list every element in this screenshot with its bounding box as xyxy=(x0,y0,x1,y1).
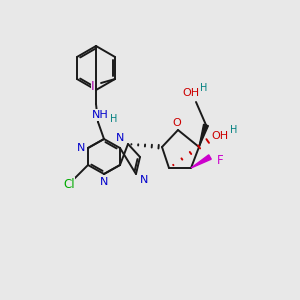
Text: OH: OH xyxy=(182,88,200,98)
Text: O: O xyxy=(172,118,182,128)
Text: N: N xyxy=(77,143,85,153)
Text: N: N xyxy=(140,175,148,185)
Text: H: H xyxy=(230,125,238,135)
Text: F: F xyxy=(217,154,223,167)
Text: H: H xyxy=(200,83,208,93)
Text: OH: OH xyxy=(212,131,229,141)
Text: NH: NH xyxy=(92,110,108,120)
Text: Cl: Cl xyxy=(63,178,75,190)
Text: N: N xyxy=(116,133,124,143)
Polygon shape xyxy=(199,124,208,147)
Text: I: I xyxy=(91,80,95,92)
Polygon shape xyxy=(191,155,211,168)
Text: N: N xyxy=(100,177,108,187)
Text: H: H xyxy=(110,114,118,124)
